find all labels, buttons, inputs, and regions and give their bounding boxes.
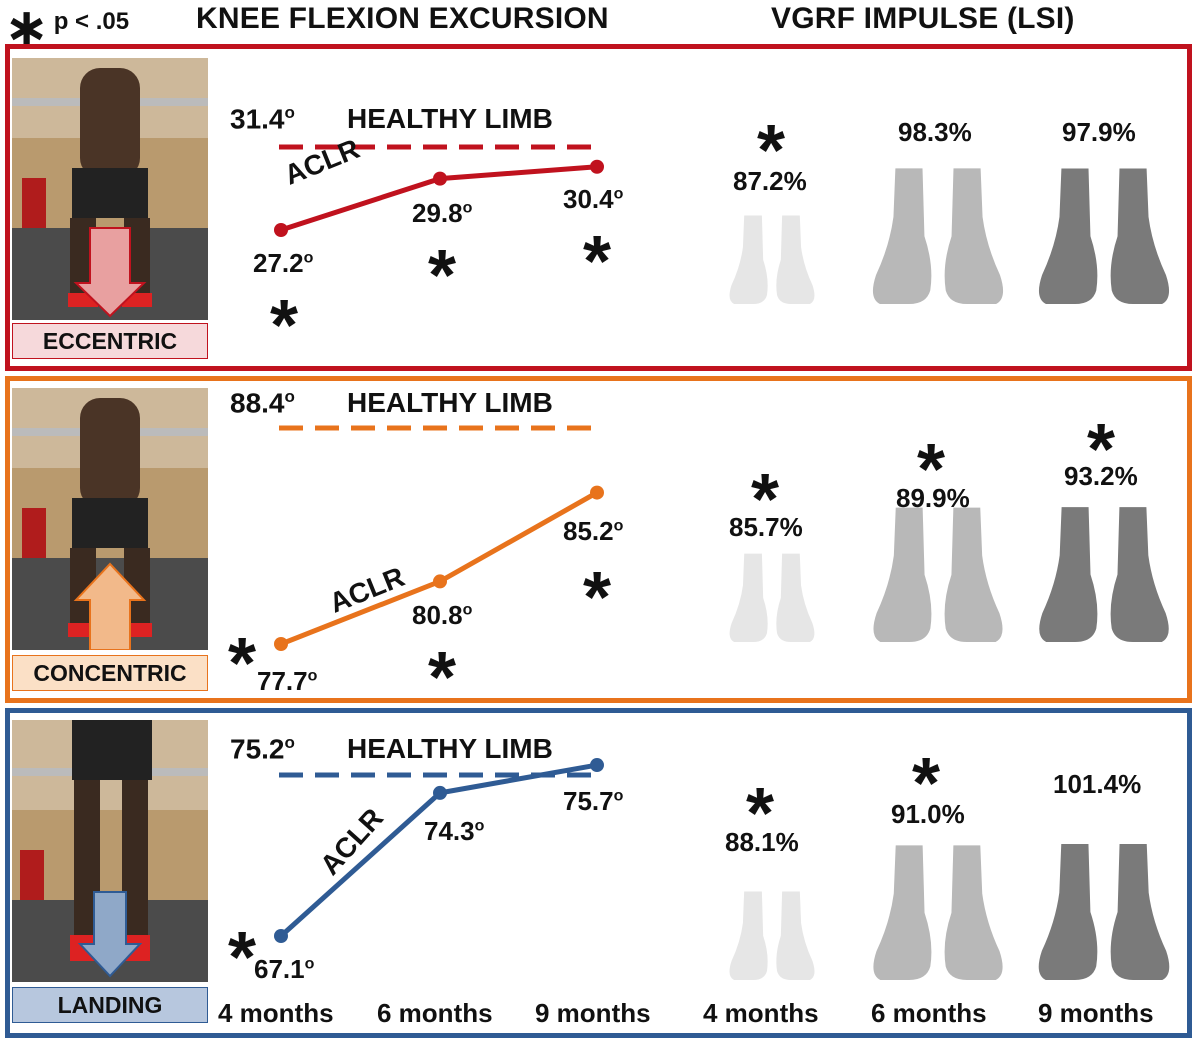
aclr-value-concentric-6m: 80.8o — [412, 600, 473, 630]
vgrf-sig-concentric-4m: * — [751, 460, 780, 540]
panel-eccentric-frame — [5, 44, 1192, 371]
vgrf-sig-landing-4m: * — [746, 774, 775, 854]
knee-sig-eccentric-6m: * — [428, 236, 457, 316]
knee-sig-eccentric-4m: * — [270, 286, 299, 366]
vgrf-foot-eccentric-9m — [1038, 168, 1170, 304]
knee-sig-landing-4m: * — [228, 918, 257, 998]
vgrf-value-landing-4m: 88.1% — [725, 827, 799, 857]
aclr-point-eccentric-4m — [274, 223, 288, 237]
aclr-point-landing-6m — [433, 785, 447, 800]
vgrf-value-eccentric-9m: 97.9% — [1062, 117, 1136, 147]
landing-label: LANDING — [12, 987, 208, 1023]
knee-x-label-9m: 9 months — [535, 998, 651, 1028]
healthy-label-eccentric: HEALTHY LIMB — [347, 103, 553, 134]
panel-concentric-frame — [5, 376, 1192, 703]
aclr-point-concentric-6m — [433, 574, 447, 589]
aclr-value-concentric-9m: 85.2o — [563, 516, 624, 546]
vgrf-value-concentric-6m: 89.9% — [896, 483, 970, 513]
vgrf-foot-eccentric-4m — [729, 215, 815, 304]
eccentric-photo — [12, 58, 208, 320]
knee-sig-concentric-6m: * — [428, 638, 457, 718]
vgrf-foot-landing-6m — [873, 845, 1003, 980]
vgrf-foot-concentric-6m — [873, 507, 1003, 642]
eccentric-label: ECCENTRIC — [12, 323, 208, 359]
vgrf-sig-concentric-9m: * — [1087, 410, 1116, 490]
healthy-value-eccentric: 31.4o — [230, 103, 295, 135]
vgrf-foot-eccentric-6m — [872, 168, 1004, 304]
vgrf-foot-landing-9m — [1038, 844, 1170, 980]
aclr-point-eccentric-9m — [590, 159, 604, 174]
knee-flexion-header: KNEE FLEXION EXCURSION — [196, 2, 609, 35]
aclr-value-landing-9m: 75.7o — [563, 786, 624, 816]
aclr-point-landing-9m — [590, 758, 604, 773]
landing-photo — [12, 720, 208, 982]
vgrf-sig-eccentric-4m: * — [757, 111, 786, 191]
aclr-value-landing-6m: 74.3o — [424, 816, 485, 846]
healthy-value-landing: 75.2o — [230, 733, 295, 765]
aclr-point-eccentric-6m — [433, 171, 447, 186]
aclr-value-eccentric-9m: 30.4o — [563, 184, 624, 214]
vgrf-x-label-9m: 9 months — [1038, 998, 1154, 1028]
vgrf-value-eccentric-6m: 98.3% — [898, 117, 972, 147]
vgrf-value-landing-9m: 101.4% — [1053, 769, 1142, 799]
vgrf-sig-concentric-6m: * — [917, 430, 946, 510]
vgrf-value-concentric-4m: 85.7% — [729, 512, 803, 542]
knee-x-label-6m: 6 months — [377, 998, 493, 1028]
vgrf-sig-landing-6m: * — [912, 744, 941, 824]
vgrf-foot-concentric-9m — [1039, 507, 1169, 642]
vgrf-value-eccentric-4m: 87.2% — [733, 166, 807, 196]
aclr-value-eccentric-6m: 29.8o — [412, 198, 473, 228]
aclr-value-concentric-4m: 77.7o — [257, 666, 318, 696]
concentric-label: CONCENTRIC — [12, 655, 208, 691]
aclr-point-landing-4m — [274, 929, 288, 943]
aclr-point-concentric-9m — [590, 485, 604, 500]
vgrf-foot-landing-4m — [729, 891, 815, 980]
knee-x-label-4m: 4 months — [218, 998, 334, 1028]
knee-sig-eccentric-9m: * — [583, 222, 612, 302]
vgrf-value-concentric-9m: 93.2% — [1064, 461, 1138, 491]
legend-text: p < .05 — [53, 8, 130, 35]
vgrf-impulse-header: VGRF IMPULSE (LSI) — [771, 2, 1075, 35]
vgrf-x-label-6m: 6 months — [871, 998, 987, 1028]
vgrf-foot-concentric-4m — [729, 553, 815, 642]
healthy-label-concentric: HEALTHY LIMB — [347, 387, 553, 418]
concentric-photo — [12, 388, 208, 650]
vgrf-x-label-4m: 4 months — [703, 998, 819, 1028]
knee-sig-concentric-9m: * — [583, 558, 612, 638]
knee-sig-concentric-4m: * — [228, 624, 257, 704]
aclr-value-eccentric-4m: 27.2o — [253, 248, 314, 278]
healthy-value-concentric: 88.4o — [230, 387, 295, 419]
panel-landing-frame — [5, 708, 1192, 1038]
aclr-value-landing-4m: 67.1o — [254, 954, 315, 984]
vgrf-value-landing-6m: 91.0% — [891, 799, 965, 829]
aclr-point-concentric-4m — [274, 637, 288, 651]
healthy-label-landing: HEALTHY LIMB — [347, 733, 553, 764]
